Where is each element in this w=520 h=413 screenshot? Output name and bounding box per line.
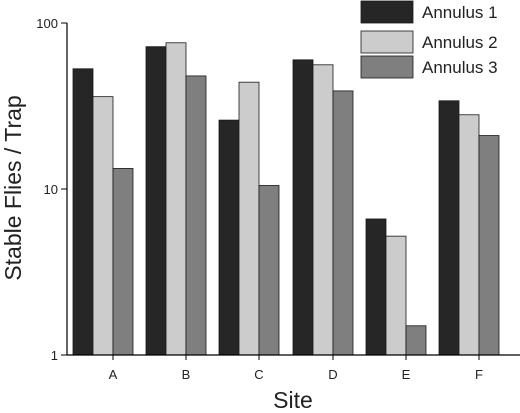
y-axis-title: Stable Flies / Trap bbox=[0, 95, 26, 280]
bar-d-series-3 bbox=[332, 90, 354, 356]
legend-label-1: Annulus 1 bbox=[422, 3, 498, 22]
bar-a-series-2 bbox=[92, 96, 114, 356]
x-tick-label: C bbox=[254, 367, 263, 382]
bar-b-series-1 bbox=[145, 46, 167, 356]
bar-b-series-2 bbox=[165, 42, 187, 356]
bar-e-series-2 bbox=[385, 235, 407, 356]
x-axis-title: Site bbox=[273, 387, 313, 413]
x-tick-label: A bbox=[109, 367, 118, 382]
x-tick-label: B bbox=[182, 367, 191, 382]
y-tick-label: 1 bbox=[51, 348, 58, 363]
bar-c-series-2 bbox=[238, 81, 260, 356]
bar-f-series-2 bbox=[458, 114, 480, 356]
legend-swatch-1 bbox=[360, 0, 414, 24]
legend-label-3: Annulus 3 bbox=[422, 58, 498, 77]
bar-e-series-3 bbox=[405, 325, 427, 356]
legend: Annulus 1 Annulus 2 Annulus 3 bbox=[360, 0, 498, 79]
y-ticks-group: 1 10 100 bbox=[36, 16, 67, 363]
bar-b-series-3 bbox=[185, 75, 207, 356]
x-tick-label: D bbox=[328, 367, 337, 382]
bar-e-series-1 bbox=[365, 218, 387, 356]
bar-f-series-1 bbox=[438, 100, 460, 356]
y-tick-label: 100 bbox=[36, 16, 58, 31]
legend-swatch-3 bbox=[360, 55, 414, 79]
legend-swatch-2 bbox=[360, 30, 414, 54]
legend-label-2: Annulus 2 bbox=[422, 33, 498, 52]
x-tick-label: E bbox=[402, 367, 411, 382]
bar-a-series-3 bbox=[112, 168, 134, 356]
bar-d-series-2 bbox=[312, 64, 334, 356]
x-ticks-group: A B C D E F bbox=[109, 355, 483, 382]
x-tick-label: F bbox=[475, 367, 483, 382]
bar-c-series-3 bbox=[258, 185, 280, 356]
bars-group bbox=[72, 42, 500, 356]
bar-f-series-3 bbox=[478, 135, 500, 356]
bar-d-series-1 bbox=[292, 59, 314, 356]
bar-a-series-1 bbox=[72, 68, 94, 356]
bar-c-series-1 bbox=[218, 119, 240, 356]
y-tick-label: 10 bbox=[44, 182, 58, 197]
